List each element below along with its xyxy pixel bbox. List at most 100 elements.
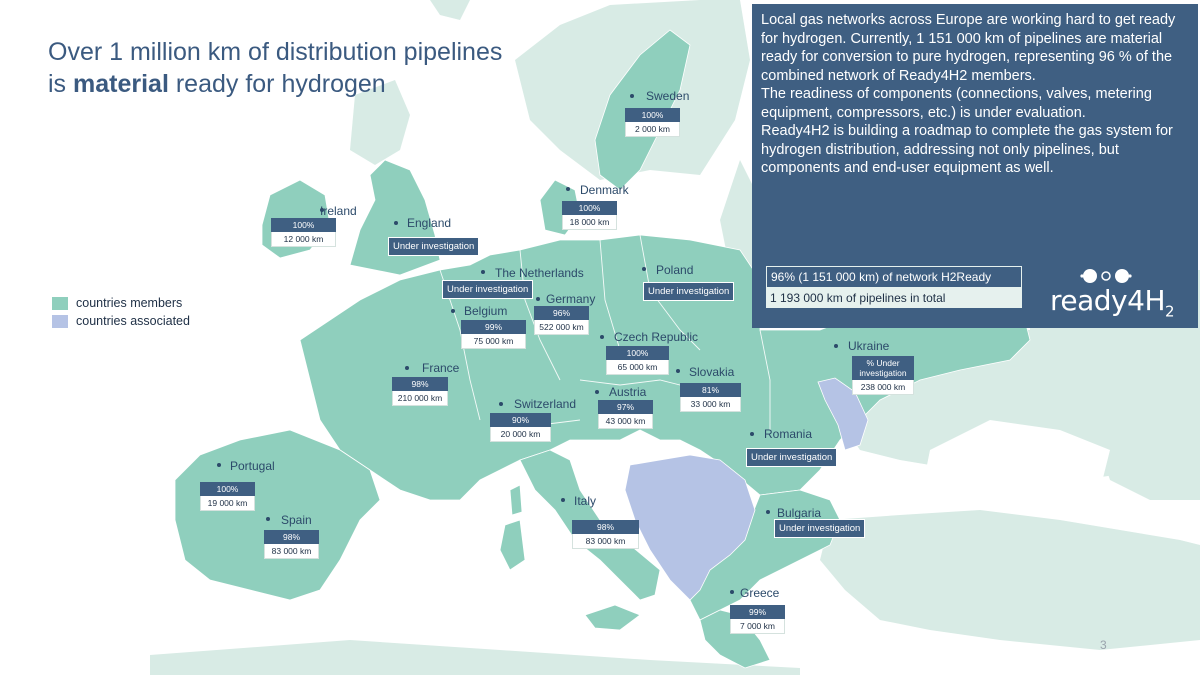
czech-label: 100% 65 000 km xyxy=(606,346,669,375)
legend-swatch-members xyxy=(52,296,68,310)
spain-marker xyxy=(266,517,270,521)
spain-pct: 98% xyxy=(264,530,319,544)
ukraine-label: % Under investigation 238 000 km xyxy=(852,356,914,395)
switzerland-name: Switzerland xyxy=(514,397,577,411)
ireland-name: Ireland xyxy=(320,204,357,218)
portugal-label: 100% 19 000 km xyxy=(200,482,255,511)
portugal-pct: 100% xyxy=(200,482,255,496)
belgium-label: 99% 75 000 km xyxy=(461,320,526,349)
austria-marker xyxy=(595,390,599,394)
italy-pct: 98% xyxy=(572,520,639,534)
netherlands-name: The Netherlands xyxy=(495,266,584,280)
italy-label: 98% 83 000 km xyxy=(572,520,639,549)
switzerland-pct: 90% xyxy=(490,413,551,427)
greece-name: Greece xyxy=(740,586,780,600)
portugal-marker xyxy=(217,463,221,467)
title-line1: Over 1 million km of distribution pipeli… xyxy=(48,38,503,66)
france-km: 210 000 km xyxy=(392,391,448,406)
spain-km: 83 000 km xyxy=(264,544,319,559)
title-suffix: ready for hydrogen xyxy=(168,70,386,98)
ireland-pct: 100% xyxy=(271,218,336,232)
legend-associated: countries associated xyxy=(52,312,190,330)
bulgaria-name: Bulgaria xyxy=(777,506,822,520)
czech-km: 65 000 km xyxy=(606,360,669,375)
logo-text: ready4H2 xyxy=(1050,284,1175,321)
romania-status: Under investigation xyxy=(746,448,838,467)
germany-label: 96% 522 000 km xyxy=(534,306,589,335)
germany-name: Germany xyxy=(546,292,596,306)
greece-km: 7 000 km xyxy=(730,619,785,634)
france-pct: 98% xyxy=(392,377,448,391)
austria-pct: 97% xyxy=(598,400,653,414)
denmark-name: Denmark xyxy=(580,183,629,197)
logo-word: ready4H xyxy=(1050,284,1166,317)
molecule-icon xyxy=(1080,269,1132,283)
title-prefix: is xyxy=(48,70,73,98)
slovakia-km: 33 000 km xyxy=(680,397,741,412)
poland-marker xyxy=(642,267,646,271)
slovakia-marker xyxy=(676,369,680,373)
denmark-marker xyxy=(566,187,570,191)
switzerland-label: 90% 20 000 km xyxy=(490,413,551,442)
greece-label: 99% 7 000 km xyxy=(730,605,785,634)
ukraine-name: Ukraine xyxy=(848,339,890,353)
sweden-km: 2 000 km xyxy=(625,122,680,137)
ukraine-marker xyxy=(834,344,838,348)
title-line2: is material ready for hydrogen xyxy=(48,68,502,100)
slovakia-name: Slovakia xyxy=(689,365,735,379)
page-title: Over 1 million km of distribution pipeli… xyxy=(48,36,502,100)
ready4h2-logo: ready4H2 xyxy=(1050,262,1175,324)
netherlands-status: Under investigation xyxy=(442,280,534,299)
legend-swatch-associated xyxy=(52,314,68,328)
germany-km: 522 000 km xyxy=(534,320,589,335)
spain-label: 98% 83 000 km xyxy=(264,530,319,559)
page-number: 3 xyxy=(1100,638,1107,652)
title-bold: material xyxy=(73,70,169,98)
greece-marker xyxy=(730,590,734,594)
sweden-name: Sweden xyxy=(646,89,690,103)
switzerland-marker xyxy=(499,402,503,406)
ukraine-pct: % Under investigation xyxy=(852,356,914,380)
associated-land xyxy=(624,377,869,601)
italy-name: Italy xyxy=(574,494,597,508)
logo-subscript: 2 xyxy=(1165,302,1175,321)
info-paragraph-3: Ready4H2 is building a roadmap to comple… xyxy=(761,123,1173,176)
switzerland-km: 20 000 km xyxy=(490,427,551,442)
greece-pct: 99% xyxy=(730,605,785,619)
austria-label: 97% 43 000 km xyxy=(598,400,653,429)
portugal-km: 19 000 km xyxy=(200,496,255,511)
czech-marker xyxy=(600,335,604,339)
denmark-pct: 100% xyxy=(562,201,617,215)
germany-marker xyxy=(536,297,540,301)
bulgaria-marker xyxy=(766,510,770,514)
legend-associated-label: countries associated xyxy=(76,314,190,328)
belgium-km: 75 000 km xyxy=(461,334,526,349)
poland-status: Under investigation xyxy=(643,282,735,301)
legend: countries members countries associated xyxy=(52,294,190,330)
england-marker xyxy=(394,221,398,225)
italy-km: 83 000 km xyxy=(572,534,639,549)
france-marker xyxy=(405,366,409,370)
spain-name: Spain xyxy=(281,513,312,527)
bulgaria-status: Under investigation xyxy=(774,519,866,538)
czech-pct: 100% xyxy=(606,346,669,360)
info-paragraph-1: Local gas networks across Europe are wor… xyxy=(761,12,1176,84)
belgium-name: Belgium xyxy=(464,304,508,318)
france-name: France xyxy=(422,361,460,375)
belgium-pct: 99% xyxy=(461,320,526,334)
ireland-km: 12 000 km xyxy=(271,232,336,247)
summary-ready: 96% (1 151 000 km) of network H2Ready xyxy=(766,266,1022,288)
austria-km: 43 000 km xyxy=(598,414,653,429)
italy-marker xyxy=(561,498,565,502)
denmark-label: 100% 18 000 km xyxy=(562,201,617,230)
info-panel: Local gas networks across Europe are wor… xyxy=(752,4,1198,328)
info-paragraph-2: The readiness of components (connections… xyxy=(761,86,1152,121)
denmark-km: 18 000 km xyxy=(562,215,617,230)
romania-marker xyxy=(750,432,754,436)
germany-pct: 96% xyxy=(534,306,589,320)
england-status: Under investigation xyxy=(388,237,480,256)
legend-members: countries members xyxy=(52,294,190,312)
sweden-marker xyxy=(630,94,634,98)
netherlands-marker xyxy=(481,270,485,274)
portugal-name: Portugal xyxy=(230,459,275,473)
